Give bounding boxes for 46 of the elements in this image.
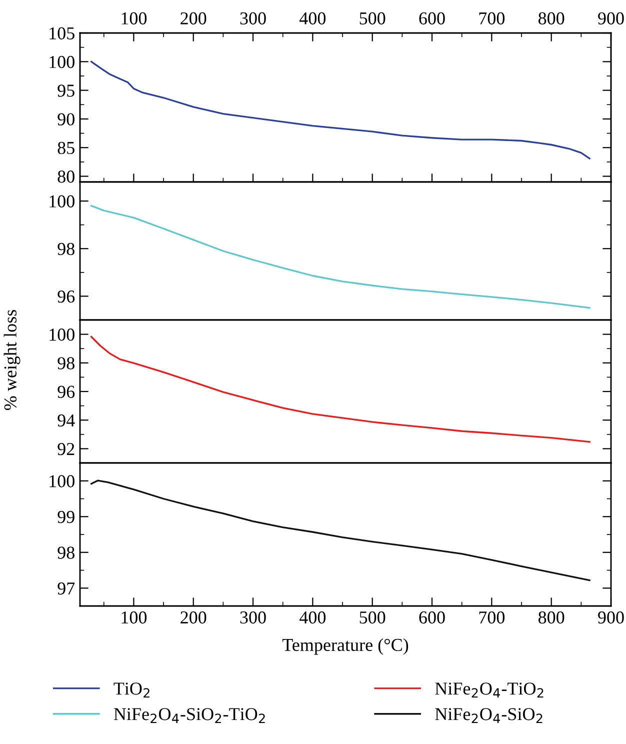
y-tick-label: 95 bbox=[58, 84, 74, 97]
x2-tick-label: 900 bbox=[598, 12, 624, 24]
x-tick-label: 200 bbox=[180, 611, 206, 624]
y-axis-title: % weight loss bbox=[4, 310, 20, 410]
x-tick-label: 800 bbox=[538, 611, 564, 624]
x2-tick-label: 500 bbox=[360, 12, 386, 24]
x-tick-label: 400 bbox=[299, 611, 326, 624]
y-tick-label: 92 bbox=[58, 443, 74, 456]
line-series bbox=[90, 60, 590, 160]
y-tick-label: 96 bbox=[58, 290, 75, 303]
x2-tick-label: 400 bbox=[299, 12, 326, 24]
y-tick-label: 98 bbox=[58, 546, 74, 559]
x-axis-title: Temperature (°C) bbox=[282, 638, 408, 655]
x2-tick-label: 300 bbox=[240, 12, 266, 24]
x2-tick-label: 700 bbox=[479, 12, 505, 24]
x2-tick-label: 200 bbox=[180, 12, 206, 24]
y-tick-label: 80 bbox=[58, 170, 74, 183]
x-tick-label: 100 bbox=[122, 611, 147, 624]
y-tick-label: 94 bbox=[58, 414, 75, 427]
y-tick-label: 98 bbox=[58, 242, 74, 256]
y-tick-label: 96 bbox=[58, 386, 75, 398]
x2-tick-label: 800 bbox=[538, 12, 564, 24]
x-tick-label: 900 bbox=[598, 611, 624, 624]
y-tick-label: 100 bbox=[50, 328, 74, 341]
y-tick-label: 100 bbox=[50, 475, 74, 488]
y-tick-label: 100 bbox=[50, 56, 74, 68]
x-tick-label: 600 bbox=[419, 611, 445, 624]
y-tick-label: 90 bbox=[58, 113, 74, 126]
line-series bbox=[90, 336, 590, 443]
y-tick-label: 85 bbox=[58, 142, 74, 154]
legend-label: NiFe$_{2}$O$_{4}$-SiO$_{2}$ bbox=[435, 708, 542, 724]
x-tick-label: 500 bbox=[360, 611, 386, 624]
y-tick-label: 99 bbox=[58, 510, 74, 524]
x2-tick-label: 600 bbox=[419, 12, 445, 24]
y-tick-label: 100 bbox=[50, 195, 74, 208]
line-series bbox=[90, 204, 590, 309]
y-tick-label: 105 bbox=[50, 27, 74, 40]
y-tick-label: 98 bbox=[58, 357, 74, 370]
x-tick-label: 300 bbox=[240, 611, 266, 624]
line-series bbox=[90, 480, 590, 582]
y-tick-label: 97 bbox=[58, 582, 75, 595]
x2-tick-label: 100 bbox=[122, 12, 147, 24]
legend-label: NiFe$_{2}$O$_{4}$-SiO$_{2}$-TiO$_{2}$ bbox=[114, 708, 265, 724]
legend-label: TiO$_{2}$ bbox=[114, 682, 150, 698]
legend-label: NiFe$_{2}$O$_{4}$-TiO$_{2}$ bbox=[435, 682, 544, 698]
x-tick-label: 700 bbox=[479, 611, 505, 624]
